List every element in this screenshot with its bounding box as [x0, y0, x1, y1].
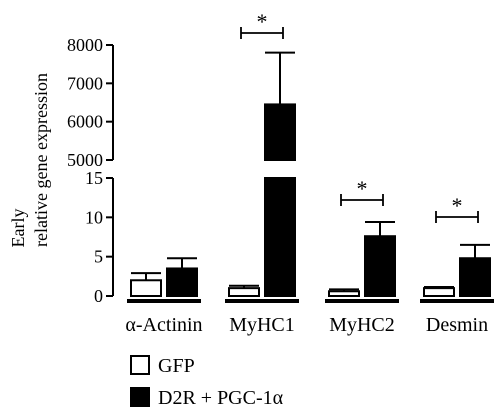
x-tick-label-0: α-Actinin [125, 314, 202, 336]
bar-d2r-1-upper-part [264, 103, 296, 161]
error-bar-gfp-2 [329, 288, 359, 292]
bar-d2r-3 [459, 257, 491, 297]
significance-bracket-1: * [240, 9, 284, 39]
error-bar-gfp-3 [424, 285, 454, 289]
y-tick-label-upper-3: 8000 [67, 35, 103, 55]
bar-d2r-1-lower-part [264, 177, 296, 297]
bars [127, 103, 494, 303]
legend-label-gfp: GFP [158, 355, 195, 377]
bar-gfp-1 [228, 287, 260, 297]
significance-star-2: * [357, 176, 368, 201]
significance-bracket-3: * [435, 193, 479, 223]
y-tick-label-lower-3: 15 [85, 168, 103, 188]
bar-gfp-0 [130, 279, 162, 297]
y-tick-label-lower-1: 5 [94, 247, 103, 267]
legend: GFP D2R + PGC-1α [130, 355, 284, 409]
y-axis-title-line-1: Early [8, 209, 28, 248]
y-axis-title-line-2: relative gene expression [31, 73, 51, 247]
y-tick-label-lower-0: 0 [94, 286, 103, 306]
x-tick-label-2: MyHC2 [329, 314, 395, 336]
bar-d2r-2 [364, 235, 396, 297]
y-tick-label-upper-0: 5000 [67, 150, 103, 170]
x-axis-labels: α-Actinin MyHC1 MyHC2 Desmin [125, 314, 488, 336]
axes: 5000 6000 7000 8000 0 5 10 15 [67, 35, 114, 306]
bar-gfp-2 [328, 290, 360, 297]
error-bar-gfp-1 [229, 284, 259, 289]
y-tick-label-upper-2: 7000 [67, 73, 103, 93]
x-tick-label-1: MyHC1 [229, 314, 295, 336]
error-bar-d2r-3 [460, 243, 490, 259]
significance-bracket-2: * [340, 176, 384, 206]
bar-d2r-0 [166, 267, 198, 298]
error-bar-d2r-0 [167, 257, 197, 269]
significance-star-3: * [452, 193, 463, 218]
legend-item-gfp: GFP [130, 355, 195, 377]
legend-swatch-gfp [130, 355, 150, 375]
x-tick-label-3: Desmin [426, 314, 488, 336]
error-bar-d2r-2 [365, 221, 395, 237]
legend-label-d2r: D2R + PGC-1α [158, 387, 284, 409]
error-bars [131, 51, 490, 292]
bar-gfp-3 [423, 287, 455, 297]
y-tick-label-lower-2: 10 [85, 207, 103, 227]
y-axis-title: Early relative gene expression [8, 73, 51, 247]
significance-star-1: * [257, 9, 268, 34]
y-tick-label-upper-1: 6000 [67, 112, 103, 132]
legend-item-d2r: D2R + PGC-1α [130, 387, 284, 409]
significance-markers: * * * [240, 9, 479, 223]
error-bar-d2r-1 [265, 51, 295, 105]
legend-swatch-d2r [130, 387, 150, 407]
error-bar-gfp-0 [131, 272, 161, 281]
